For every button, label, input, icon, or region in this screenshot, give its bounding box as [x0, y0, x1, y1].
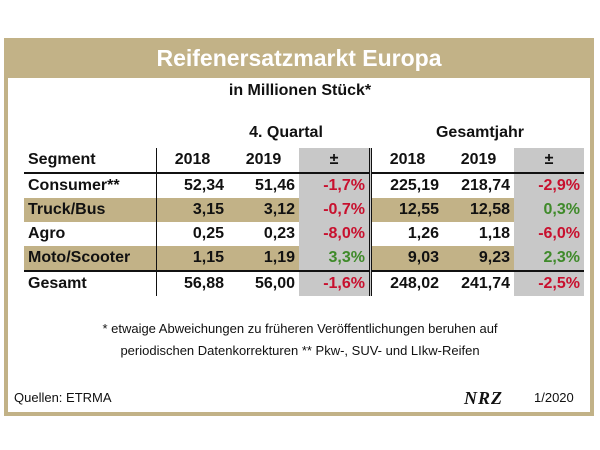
delta-cell: -6,0%: [514, 222, 584, 246]
delta-cell: -2,5%: [514, 270, 584, 296]
value-cell: 56,88: [156, 270, 228, 296]
delta-cell: -0,7%: [299, 198, 371, 222]
delta-cell: 3,3%: [299, 246, 371, 271]
col-header-2019-q4: 2019: [228, 148, 299, 174]
value-cell: 241,74: [443, 270, 514, 296]
publisher-logo: NRZ: [464, 388, 503, 408]
group-header-q4: 4. Quartal: [249, 124, 323, 141]
delta-cell: -1,7%: [299, 173, 371, 198]
value-cell: 51,46: [254, 177, 295, 194]
delta-cell: -2,9%: [514, 173, 584, 198]
table-row: Agro 0,25 0,23 -8,0% 1,26 1,18 -6,0%: [24, 222, 584, 246]
value-cell: 9,03: [369, 246, 443, 271]
value-cell: 0,23: [263, 225, 295, 242]
issue-number: 1/2020: [534, 390, 574, 405]
value-cell: 1,26: [369, 222, 443, 246]
value-cell: 3,15: [156, 198, 228, 222]
table-row: Consumer** 52,34 51,46 -1,7% 225,19 218,…: [24, 173, 584, 198]
value-cell: 3,12: [228, 198, 299, 222]
table-total-row: Gesamt 56,88 56,00 -1,6% 248,02 241,74 -…: [24, 270, 584, 296]
value-cell: 1,15: [156, 246, 228, 271]
segment-cell: Moto/Scooter: [24, 246, 157, 271]
delta-cell: -1,6%: [299, 270, 371, 296]
footnote-line-2: periodischen Datenkorrekturen ** Pkw-, S…: [120, 343, 480, 358]
value-cell: 1,18: [478, 225, 510, 242]
col-header-2018-year: 2018: [369, 148, 443, 174]
delta-cell: 0,3%: [514, 198, 584, 222]
value-cell: 12,55: [369, 198, 443, 222]
col-header-delta-year: ±: [514, 148, 584, 174]
footnote-line-1: * etwaige Abweichungen zu früheren Veröf…: [102, 321, 498, 336]
table-row: Moto/Scooter 1,15 1,19 3,3% 9,03 9,23 2,…: [24, 246, 584, 271]
value-cell: 1,19: [228, 246, 299, 271]
value-cell: 52,34: [156, 173, 228, 198]
segment-cell: Gesamt: [24, 270, 157, 296]
col-header-segment: Segment: [24, 148, 157, 174]
source-note: Quellen: ETRMA: [14, 390, 112, 405]
segment-cell: Agro: [28, 225, 66, 242]
delta-cell: 2,3%: [514, 246, 584, 271]
group-header-year: Gesamtjahr: [435, 124, 525, 141]
value-cell: 12,58: [443, 198, 514, 222]
segment-cell: Truck/Bus: [24, 198, 157, 222]
value-cell: 225,19: [369, 173, 443, 198]
value-cell: 248,02: [369, 270, 443, 296]
value-cell: 56,00: [228, 270, 299, 296]
segment-cell: Consumer**: [28, 177, 120, 194]
col-header-2018-q4: 2018: [156, 148, 228, 174]
value-cell: 218,74: [461, 177, 510, 194]
page-title: Reifenersatzmarkt Europa: [4, 38, 594, 78]
col-header-delta-q4: ±: [299, 148, 371, 174]
subtitle: in Millionen Stück*: [228, 82, 372, 99]
delta-cell: -8,0%: [299, 222, 371, 246]
table-row: Truck/Bus 3,15 3,12 -0,7% 12,55 12,58 0,…: [24, 198, 584, 222]
data-table: Segment 2018 2019 ± 2018 2019 ± Consumer…: [24, 148, 584, 296]
footnote: * etwaige Abweichungen zu früheren Veröf…: [0, 318, 600, 362]
col-header-2019-year: 2019: [443, 148, 514, 174]
value-cell: 0,25: [156, 222, 228, 246]
table-header-row: Segment 2018 2019 ± 2018 2019 ±: [24, 148, 584, 174]
value-cell: 9,23: [443, 246, 514, 271]
